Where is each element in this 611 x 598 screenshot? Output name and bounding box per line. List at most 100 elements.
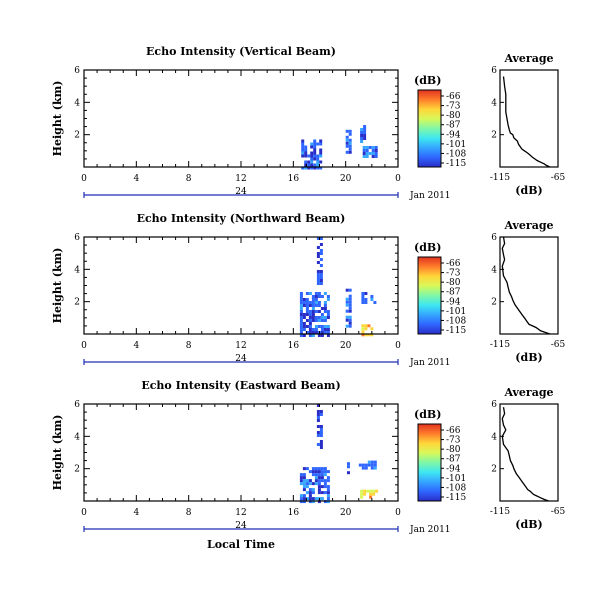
echo-cell	[314, 482, 318, 486]
echo-cell	[363, 137, 367, 140]
echo-cell	[371, 146, 375, 149]
echo-cell	[307, 163, 311, 167]
echo-cell	[372, 489, 376, 493]
echo-cell	[313, 145, 317, 149]
echo-cell	[305, 491, 309, 495]
echo-cell	[363, 125, 367, 128]
echo-cell	[348, 324, 352, 328]
echo-cell	[358, 463, 362, 467]
echo-cell	[302, 482, 306, 486]
echo-cell	[314, 473, 318, 477]
echo-cell	[311, 313, 315, 316]
echo-cell	[308, 328, 312, 331]
echo-cell	[348, 303, 352, 307]
echo-cell	[317, 473, 321, 477]
echo-cell	[302, 476, 306, 480]
echo-region	[360, 125, 367, 143]
echo-cell	[308, 331, 312, 334]
colorbar-tick-label: -94	[446, 130, 461, 140]
echo-cell	[323, 482, 327, 486]
echo-cell	[345, 297, 349, 301]
echo-cell	[304, 163, 308, 167]
echo-cell	[316, 425, 320, 428]
echo-cell	[305, 482, 309, 486]
echo-cell	[308, 316, 312, 319]
echo-cell	[316, 279, 320, 282]
echo-cell	[305, 497, 309, 501]
echo-cell	[361, 301, 365, 304]
echo-cell	[326, 470, 330, 474]
echo-cell	[313, 163, 317, 167]
echo-cell	[348, 147, 352, 151]
echo-cell	[311, 298, 315, 301]
echo-cell	[311, 473, 315, 477]
average-profile-line	[501, 236, 551, 335]
echo-cell	[302, 467, 306, 471]
echo-cell	[301, 142, 305, 146]
echo-region	[299, 467, 330, 504]
echo-cell	[317, 467, 321, 471]
date-label: Jan 2011	[409, 191, 451, 201]
echo-cell	[301, 145, 305, 149]
x-tick-label: 8	[186, 174, 192, 184]
heatmap-title: Echo Intensity (Northward Beam)	[137, 212, 346, 225]
echo-cell	[363, 128, 367, 131]
echo-cell	[310, 145, 314, 149]
echo-cell	[299, 325, 303, 328]
echo-cell	[299, 295, 303, 298]
echo-cell	[314, 304, 318, 307]
echo-cell	[302, 322, 306, 325]
echo-cell	[302, 301, 306, 304]
echo-cell	[370, 460, 374, 464]
echo-cell	[368, 146, 372, 149]
echo-cell	[305, 313, 309, 316]
echo-cell	[360, 128, 364, 131]
colorbar-tick-label: -108	[446, 149, 466, 159]
echo-cell	[326, 491, 330, 495]
echo-cell	[323, 325, 327, 328]
echo-region	[345, 129, 352, 154]
avg-y-tick-label: 6	[491, 400, 497, 410]
echo-cell	[316, 166, 320, 170]
echo-cell	[314, 467, 318, 471]
avg-x-axis-label: (dB)	[515, 518, 542, 531]
echo-cell	[319, 237, 323, 240]
echo-cell	[307, 160, 311, 164]
echo-cell	[302, 325, 306, 328]
echo-cell	[319, 148, 323, 152]
echo-cell	[323, 310, 327, 313]
x-tick-label: 0	[395, 341, 401, 351]
echo-cell	[319, 139, 323, 143]
echo-cell	[360, 137, 364, 140]
echo-cell	[299, 479, 303, 483]
echo-cell	[345, 135, 349, 139]
echo-cell	[348, 288, 352, 292]
colorbar-tick-label: -87	[446, 121, 461, 131]
echo-cell	[299, 304, 303, 307]
echo-cell	[323, 491, 327, 495]
colorbar-tick-label: -115	[446, 159, 466, 169]
echo-cell	[305, 467, 309, 471]
echo-cell	[319, 440, 323, 443]
echo-cell	[319, 443, 323, 446]
colorbar-tick-label: -108	[446, 483, 466, 493]
echo-cell	[360, 495, 364, 499]
echo-cell	[301, 154, 305, 158]
echo-cell	[369, 495, 373, 499]
echo-cell	[369, 492, 373, 496]
echo-cell	[323, 307, 327, 310]
echo-cell	[311, 482, 315, 486]
echo-cell	[305, 319, 309, 322]
echo-cell	[302, 494, 306, 498]
echo-cell	[360, 492, 364, 496]
echo-cell	[317, 470, 321, 474]
colorbar-tick-label: -108	[446, 316, 466, 326]
echo-cell	[310, 157, 314, 161]
echo-cell	[320, 331, 324, 334]
echo-cell	[362, 155, 366, 158]
average-frame	[499, 69, 559, 168]
echo-cell	[319, 270, 323, 273]
echo-cell	[348, 306, 352, 310]
echo-cell	[367, 324, 371, 328]
echo-cell	[308, 482, 312, 486]
